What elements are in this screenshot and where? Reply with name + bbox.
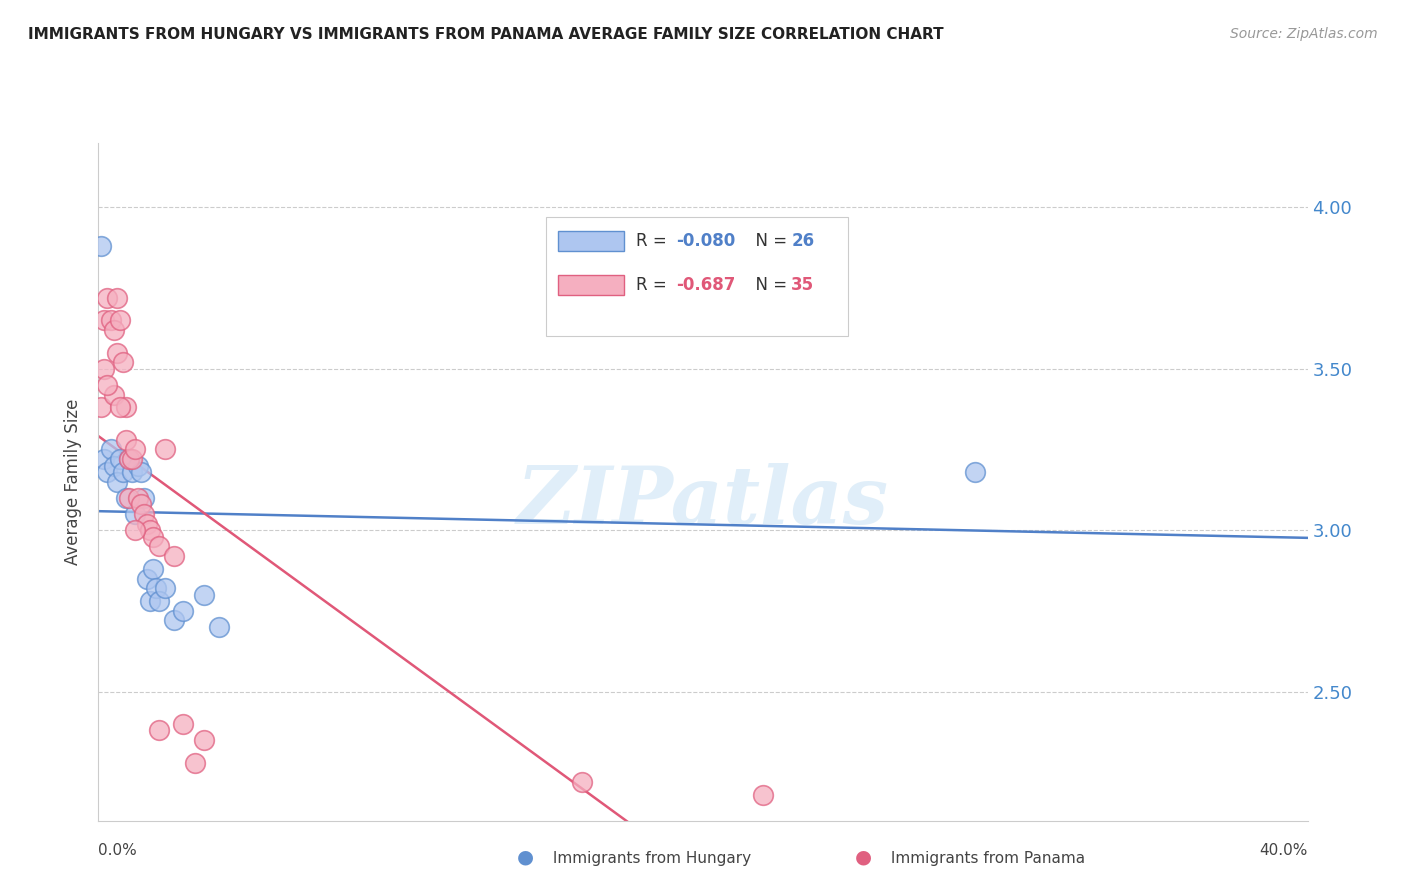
Y-axis label: Average Family Size: Average Family Size xyxy=(65,399,83,565)
FancyBboxPatch shape xyxy=(546,218,848,336)
Point xyxy=(100,313,122,327)
Point xyxy=(108,313,131,327)
Point xyxy=(118,491,141,505)
Text: Immigrants from Panama: Immigrants from Panama xyxy=(886,851,1085,865)
Point xyxy=(105,345,128,359)
Point xyxy=(105,291,128,305)
Point xyxy=(127,491,149,505)
Point xyxy=(124,507,146,521)
Point xyxy=(135,572,157,586)
Text: 0.0%: 0.0% xyxy=(98,843,138,857)
Point xyxy=(114,401,136,415)
Text: IMMIGRANTS FROM HUNGARY VS IMMIGRANTS FROM PANAMA AVERAGE FAMILY SIZE CORRELATIO: IMMIGRANTS FROM HUNGARY VS IMMIGRANTS FR… xyxy=(28,27,943,42)
Text: 26: 26 xyxy=(792,232,814,250)
Text: R =: R = xyxy=(637,232,672,250)
Point xyxy=(103,323,125,337)
Text: 40.0%: 40.0% xyxy=(1260,843,1308,857)
Text: -0.687: -0.687 xyxy=(676,277,735,294)
Point xyxy=(93,452,115,467)
Point xyxy=(118,452,141,467)
Text: R =: R = xyxy=(637,277,678,294)
Point xyxy=(108,401,131,415)
FancyBboxPatch shape xyxy=(558,231,624,252)
Point xyxy=(148,594,170,608)
Text: ●: ● xyxy=(855,847,872,866)
Point xyxy=(108,452,131,467)
Point xyxy=(118,452,141,467)
Point xyxy=(153,442,176,457)
Text: Source: ZipAtlas.com: Source: ZipAtlas.com xyxy=(1230,27,1378,41)
Point xyxy=(172,716,194,731)
Point xyxy=(114,433,136,447)
Point xyxy=(129,497,152,511)
Text: 35: 35 xyxy=(792,277,814,294)
Point xyxy=(163,614,186,628)
Point xyxy=(121,452,143,467)
Point xyxy=(193,588,215,602)
Point xyxy=(96,377,118,392)
Point xyxy=(208,620,231,634)
Point xyxy=(139,594,162,608)
Point xyxy=(103,387,125,401)
Point xyxy=(127,458,149,473)
Text: N =: N = xyxy=(745,232,793,250)
Point xyxy=(90,239,112,253)
Point xyxy=(142,562,165,576)
Point xyxy=(105,475,128,489)
Point xyxy=(135,516,157,531)
Point xyxy=(124,523,146,537)
Point xyxy=(100,442,122,457)
Point xyxy=(93,361,115,376)
Text: Immigrants from Hungary: Immigrants from Hungary xyxy=(548,851,751,865)
Point xyxy=(132,491,155,505)
Point xyxy=(172,604,194,618)
Point xyxy=(752,788,775,802)
Point xyxy=(139,523,162,537)
Point xyxy=(153,581,176,595)
Point xyxy=(163,549,186,563)
Point xyxy=(96,291,118,305)
Text: N =: N = xyxy=(745,277,793,294)
Point xyxy=(148,723,170,738)
Point xyxy=(148,539,170,553)
Text: -0.080: -0.080 xyxy=(676,232,735,250)
Point xyxy=(193,733,215,747)
Point xyxy=(114,491,136,505)
Point xyxy=(121,465,143,479)
Point xyxy=(142,530,165,544)
Point xyxy=(571,775,593,789)
Point xyxy=(145,581,167,595)
Point xyxy=(103,458,125,473)
Point xyxy=(184,756,207,770)
Text: ZIPatlas: ZIPatlas xyxy=(517,463,889,541)
Point xyxy=(111,465,134,479)
Point xyxy=(124,442,146,457)
FancyBboxPatch shape xyxy=(558,275,624,295)
Point xyxy=(965,465,987,479)
Text: ●: ● xyxy=(517,847,534,866)
Point xyxy=(111,355,134,369)
Point xyxy=(96,465,118,479)
Point xyxy=(129,465,152,479)
Point xyxy=(132,507,155,521)
Point xyxy=(90,401,112,415)
Point xyxy=(93,313,115,327)
